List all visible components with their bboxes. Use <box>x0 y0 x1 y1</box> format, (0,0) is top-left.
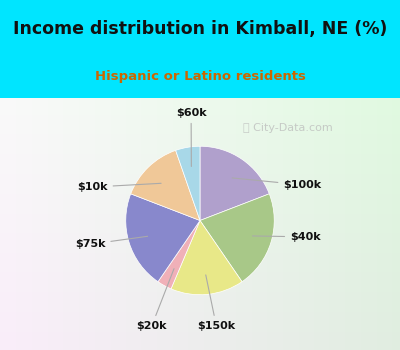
Wedge shape <box>200 194 274 282</box>
Wedge shape <box>158 220 200 289</box>
Text: $60k: $60k <box>176 108 206 167</box>
Wedge shape <box>126 194 200 282</box>
Text: $20k: $20k <box>136 269 174 331</box>
Text: $100k: $100k <box>232 178 322 190</box>
Wedge shape <box>176 146 200 220</box>
Text: $75k: $75k <box>75 236 148 249</box>
Text: $40k: $40k <box>252 232 321 242</box>
Text: Income distribution in Kimball, NE (%): Income distribution in Kimball, NE (%) <box>13 20 387 38</box>
Wedge shape <box>200 146 269 220</box>
Text: $150k: $150k <box>197 275 235 331</box>
Text: ⓘ City-Data.com: ⓘ City-Data.com <box>243 123 333 133</box>
Wedge shape <box>131 150 200 220</box>
Text: Hispanic or Latino residents: Hispanic or Latino residents <box>94 70 306 83</box>
Text: $10k: $10k <box>77 182 161 192</box>
Wedge shape <box>171 220 242 295</box>
